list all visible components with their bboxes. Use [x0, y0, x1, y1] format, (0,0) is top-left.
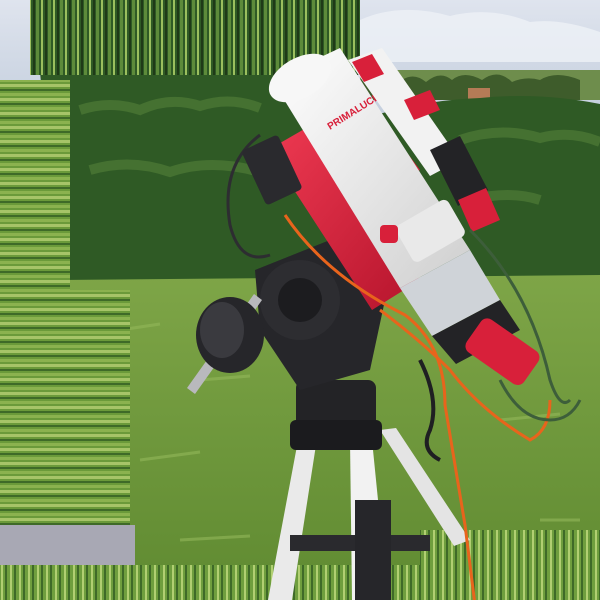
camera-body [396, 199, 465, 262]
focuser-knob [380, 225, 398, 243]
counterweight [187, 294, 264, 394]
cables [226, 133, 582, 600]
glitch-stripes-left [0, 80, 70, 290]
glitch-stripes-bottom-right [420, 530, 600, 600]
clouds [360, 9, 600, 62]
glitch-stripes-left-lower [0, 290, 130, 530]
hedge-highlights [78, 96, 600, 205]
house [468, 88, 490, 100]
control-box [242, 135, 302, 205]
tripod [268, 428, 470, 600]
guide-scope [348, 48, 500, 232]
distant-trees [360, 74, 580, 100]
glitch-band-grey [0, 525, 135, 570]
